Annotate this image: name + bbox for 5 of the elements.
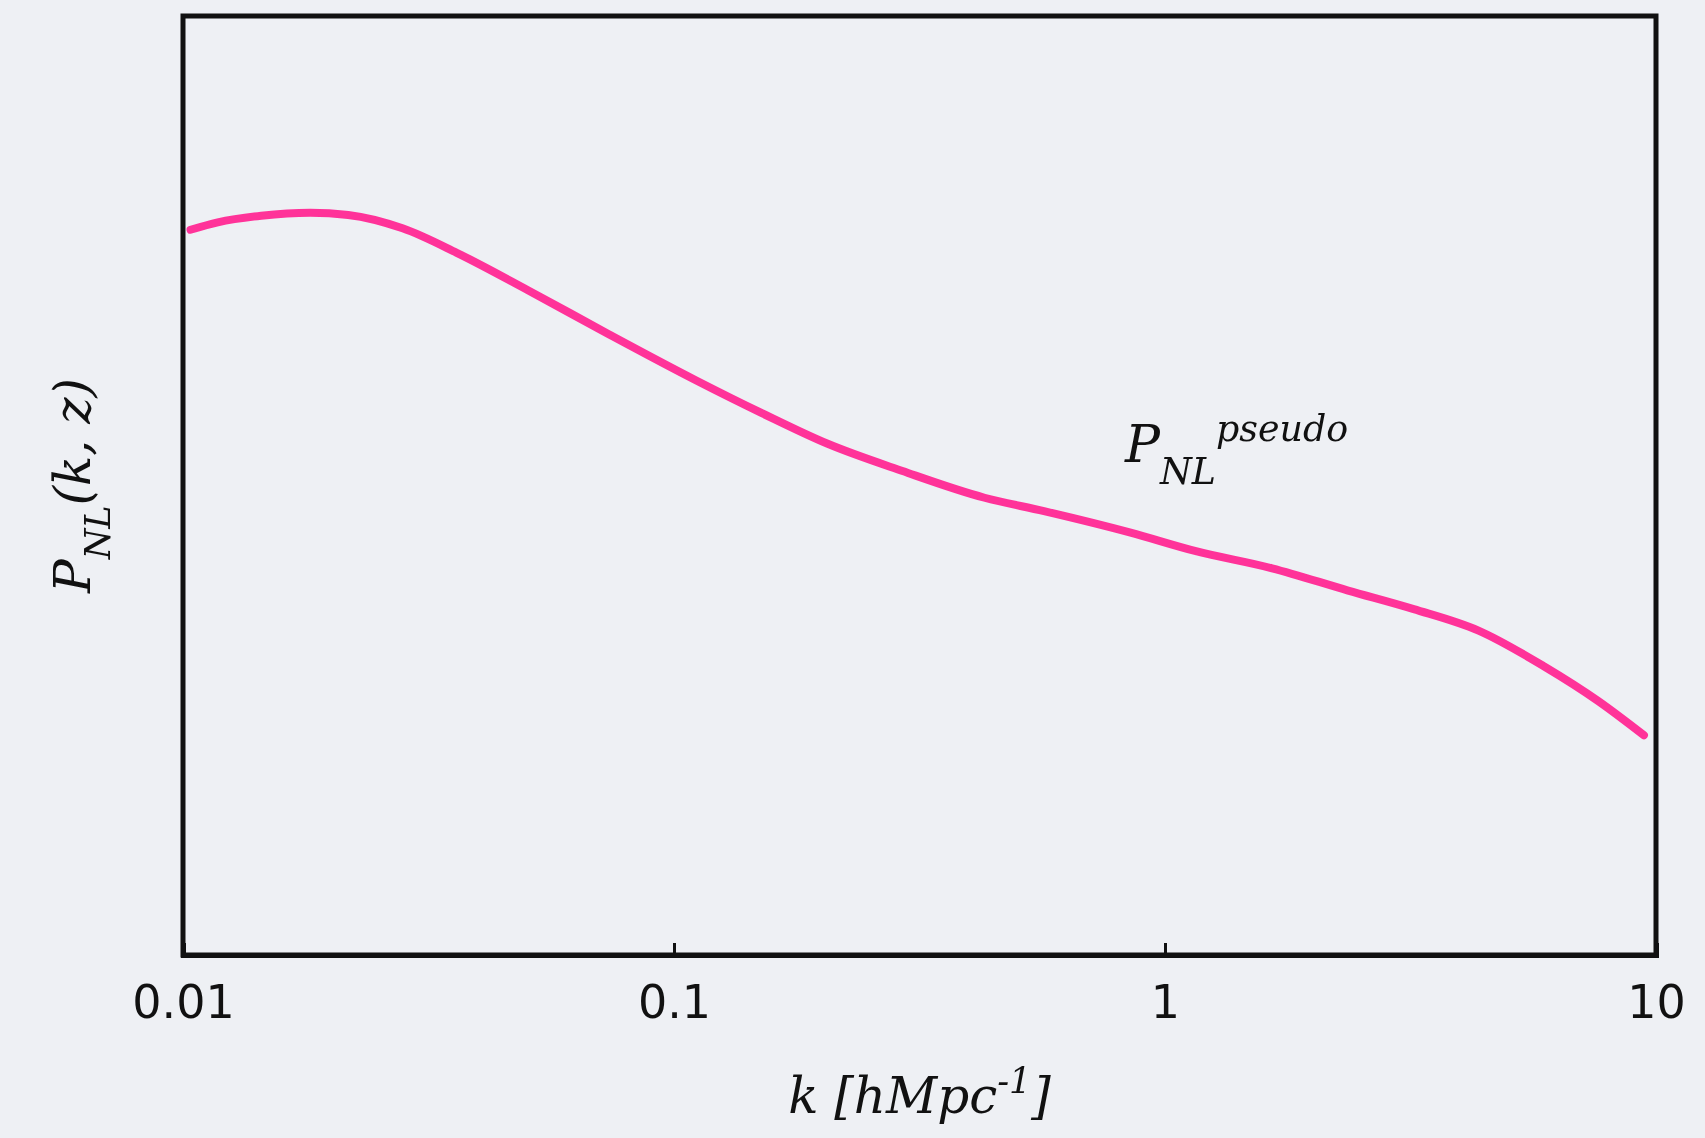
x-axis-title: k [hMpc$^{-1}$] bbox=[788, 1061, 1052, 1125]
x-tick-label: 10 bbox=[1627, 974, 1686, 1029]
x-tick-label: 0.1 bbox=[637, 974, 712, 1029]
x-tick-label: 1 bbox=[1150, 974, 1181, 1029]
x-tick-label: 0.01 bbox=[132, 974, 235, 1029]
